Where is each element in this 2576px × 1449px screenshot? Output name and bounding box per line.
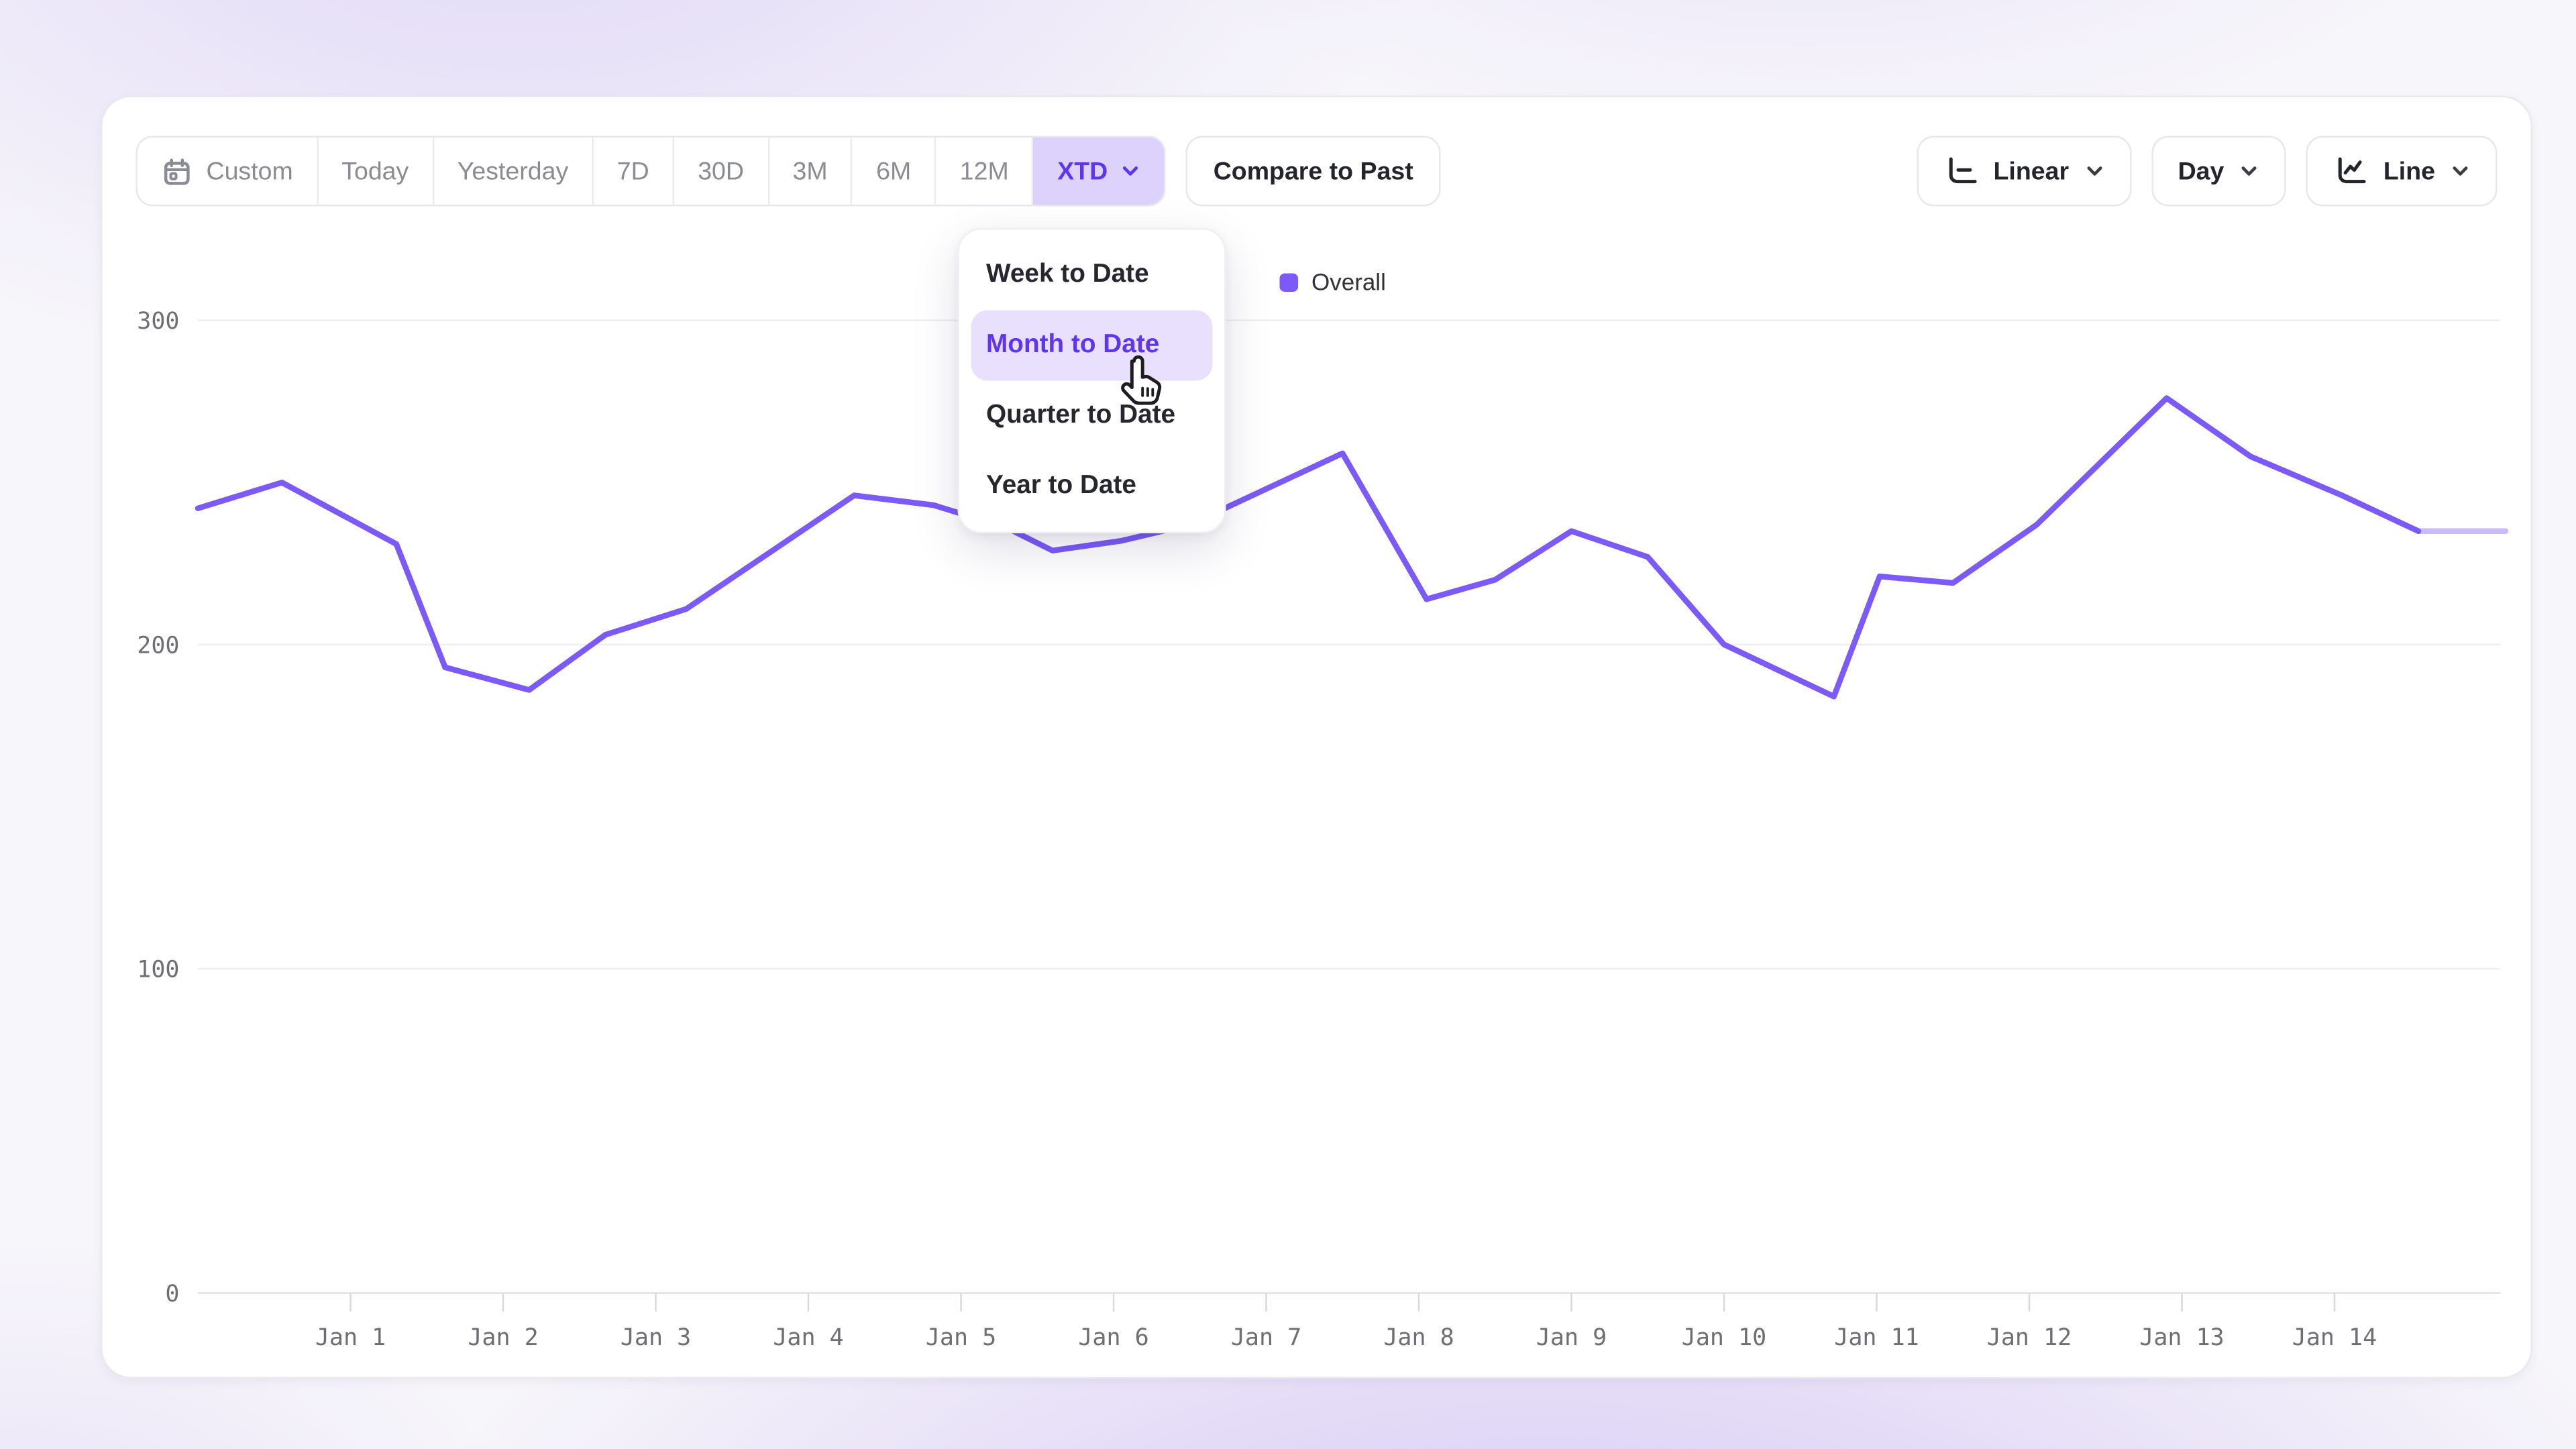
range-12m-button[interactable]: 12M xyxy=(936,138,1034,205)
y-axis-tick-label: 200 xyxy=(137,632,179,659)
x-axis-tick-label: Jan 8 xyxy=(1383,1324,1454,1351)
range-today-button[interactable]: Today xyxy=(318,138,434,205)
x-axis-tick-label: Jan 12 xyxy=(1987,1324,2072,1351)
chart-controls: Linear Day Line xyxy=(1916,136,2498,207)
toolbar-spacer xyxy=(1440,136,1917,207)
series-line-overall xyxy=(195,395,2422,700)
x-axis-tick-label: Jan 6 xyxy=(1078,1324,1148,1351)
range-custom-button[interactable]: Custom xyxy=(138,138,319,205)
x-axis-tick-label: Jan 4 xyxy=(773,1324,843,1351)
range-7d-button[interactable]: 7D xyxy=(593,138,675,205)
date-range-dropdown-menu: Week to Date Month to Date Quarter to Da… xyxy=(957,228,1226,533)
x-axis-tick-label: Jan 2 xyxy=(468,1324,538,1351)
y-axis-tick-label: 100 xyxy=(137,957,179,983)
menu-item-month-to-date[interactable]: Month to Date xyxy=(971,310,1213,381)
range-xtd-button[interactable]: XTD xyxy=(1034,138,1165,205)
x-axis-tick-label: Jan 1 xyxy=(315,1324,386,1351)
range-custom-label: Custom xyxy=(206,156,293,186)
legend-label: Overall xyxy=(1311,268,1386,295)
scale-dropdown-button[interactable]: Linear xyxy=(1916,136,2131,207)
toolbar: Custom Today Yesterday 7D 30D 3M 6M 12M … xyxy=(136,136,2498,207)
x-axis-tick-label: Jan 13 xyxy=(2139,1324,2224,1351)
x-axis-tick-label: Jan 14 xyxy=(2292,1324,2377,1351)
chevron-down-icon xyxy=(2086,166,2102,176)
date-range-segmented-control: Custom Today Yesterday 7D 30D 3M 6M 12M … xyxy=(136,136,1167,207)
mouse-cursor-pointer xyxy=(1121,355,1162,405)
analytics-card: Custom Today Yesterday 7D 30D 3M 6M 12M … xyxy=(101,95,2532,1379)
range-yesterday-button[interactable]: Yesterday xyxy=(433,138,594,205)
chevron-down-icon xyxy=(2241,166,2257,176)
legend-swatch xyxy=(1279,272,1298,291)
calendar-icon xyxy=(164,158,190,184)
range-3m-button[interactable]: 3M xyxy=(769,138,853,205)
x-axis-tick-label: Jan 3 xyxy=(621,1324,691,1351)
granularity-dropdown-button[interactable]: Day xyxy=(2151,136,2286,207)
x-axis-tick-label: Jan 5 xyxy=(926,1324,996,1351)
range-30d-button[interactable]: 30D xyxy=(674,138,769,205)
legend-item-overall[interactable]: Overall xyxy=(1279,268,1386,295)
x-axis-tick-label: Jan 7 xyxy=(1231,1324,1301,1351)
y-axis-tick-label: 0 xyxy=(165,1281,179,1307)
menu-item-week-to-date[interactable]: Week to Date xyxy=(986,260,1149,289)
chart-type-dropdown-button[interactable]: Line xyxy=(2306,136,2498,207)
line-chart: 0 100 200 300 Jan 1 Jan 2 Jan 3 Jan 4 Jan 5 Jan 6… xyxy=(137,308,2509,1351)
y-axis-tick-label: 300 xyxy=(137,308,179,335)
line-chart-icon xyxy=(2339,156,2366,182)
x-axis-tick-label: Jan 11 xyxy=(1834,1324,1919,1351)
linear-scale-icon xyxy=(1948,156,1976,182)
chevron-down-icon xyxy=(1124,166,1139,176)
menu-item-year-to-date[interactable]: Year to Date xyxy=(986,471,1137,500)
menu-item-quarter-to-date[interactable]: Quarter to Date xyxy=(986,400,1176,430)
range-6m-button[interactable]: 6M xyxy=(853,138,936,205)
chevron-down-icon xyxy=(2453,166,2468,176)
compare-to-past-button[interactable]: Compare to Past xyxy=(1186,136,1440,207)
x-axis-tick-label: Jan 9 xyxy=(1536,1324,1607,1351)
x-axis-tick-label: Jan 10 xyxy=(1682,1324,1766,1351)
